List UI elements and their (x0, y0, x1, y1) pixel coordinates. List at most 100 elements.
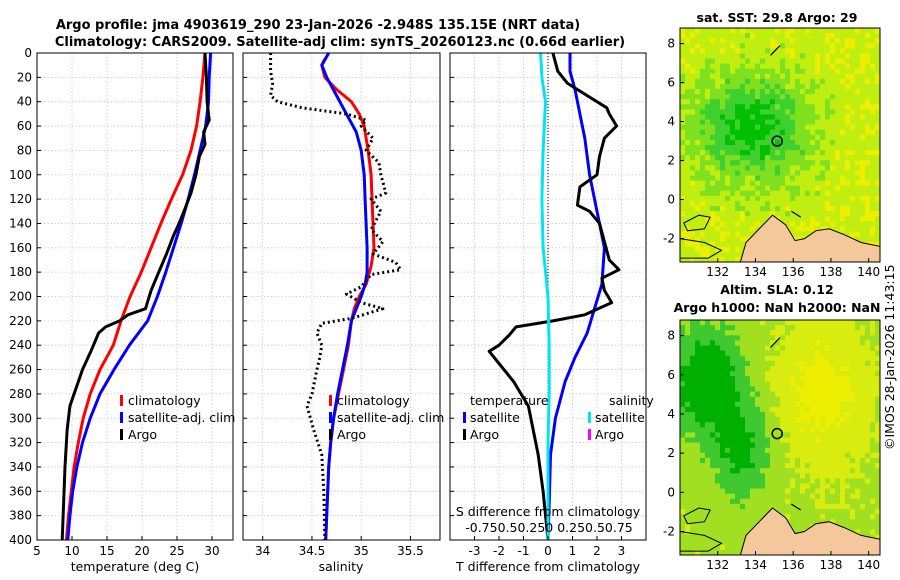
land-biak (791, 503, 802, 511)
map-cell (725, 544, 731, 551)
map-cell (790, 180, 796, 187)
map-cell (810, 355, 816, 362)
map-cell (685, 447, 691, 454)
y-tick-label: 380 (9, 509, 32, 523)
map-cell (780, 211, 786, 217)
map-cell (745, 325, 751, 331)
map-cell (825, 38, 831, 44)
map-cell (685, 524, 691, 530)
map-cell (825, 185, 831, 192)
map-cell (705, 58, 711, 65)
map-cell (710, 519, 716, 525)
map-cell (705, 340, 711, 346)
map-cell (680, 549, 686, 556)
map-cell (710, 534, 716, 541)
map-cell (710, 33, 716, 39)
map-cell (710, 134, 716, 141)
map-cell (780, 406, 786, 413)
map-cell (835, 175, 841, 182)
legend-swatch-sal-satellite (588, 412, 591, 423)
map-cell (685, 200, 691, 207)
map-cell (735, 145, 741, 151)
map-cell (810, 58, 816, 65)
map-cell (820, 185, 826, 192)
map-cell (875, 109, 881, 115)
map-cell (685, 236, 691, 243)
map-cell (835, 33, 841, 39)
map-cell (865, 427, 871, 433)
map-cell (685, 134, 691, 141)
map-cell (855, 478, 861, 484)
map-cell (840, 68, 846, 75)
map-cell (695, 89, 701, 95)
map-cell (795, 129, 801, 136)
map-cell (795, 99, 801, 105)
map-y-tick-label: -2 (663, 525, 675, 539)
map-cell (695, 119, 701, 126)
map-cell (730, 165, 736, 171)
map-cell (685, 345, 691, 352)
map-cell (740, 155, 746, 161)
map-cell (785, 437, 791, 444)
map-cell (750, 73, 756, 80)
map-cell (800, 355, 806, 362)
map-cell (875, 104, 881, 110)
map-cell (815, 53, 821, 59)
map-cell (875, 155, 881, 161)
map-cell (845, 514, 851, 520)
map-cell (790, 134, 796, 141)
map-cell (825, 83, 831, 90)
map-cell (735, 411, 741, 418)
map-cell (865, 139, 871, 146)
map-cell (710, 83, 716, 90)
map-cell (825, 406, 831, 413)
map-cell (870, 529, 876, 535)
map-cell (865, 514, 871, 520)
map-cell (690, 175, 696, 182)
y-tick-label: 260 (9, 363, 32, 377)
map-cell (845, 165, 851, 171)
map-cell (785, 391, 791, 398)
map-cell (710, 43, 716, 49)
map-cell (825, 165, 831, 171)
map-cell (680, 206, 686, 212)
map-x-tick-label: 134 (744, 265, 767, 279)
map-cell (705, 549, 711, 556)
map-cell (720, 129, 726, 136)
map-cell (875, 53, 881, 59)
map-cell (840, 195, 846, 202)
map-cell (745, 63, 751, 70)
map-cell (865, 452, 871, 459)
map-cell (870, 109, 876, 115)
map-cell (840, 503, 846, 510)
map-cell (850, 48, 856, 54)
map-cell (710, 417, 716, 423)
map-cell (815, 180, 821, 187)
map-cell (805, 155, 811, 161)
map-cell (815, 68, 821, 75)
map-cell (870, 381, 876, 387)
map-cell (865, 437, 871, 444)
map-cell (845, 391, 851, 398)
map-cell (685, 330, 691, 336)
map-cell (720, 320, 726, 326)
map-cell (865, 236, 871, 243)
map-cell (840, 78, 846, 85)
map-cell (750, 38, 756, 44)
map-cell (800, 160, 806, 166)
map-cell (735, 488, 741, 495)
map-cell (775, 345, 781, 352)
map-cell (730, 468, 736, 474)
map-cell (815, 376, 821, 382)
map-cell (790, 155, 796, 161)
map-cell (695, 360, 701, 367)
map-cell (825, 355, 831, 362)
map-cell (715, 386, 721, 392)
map-cell (730, 246, 736, 253)
map-cell (730, 48, 736, 54)
map-cell (875, 43, 881, 49)
map-cell (740, 236, 746, 243)
map-cell (680, 478, 686, 484)
map-cell (700, 503, 706, 510)
map-cell (870, 150, 876, 156)
